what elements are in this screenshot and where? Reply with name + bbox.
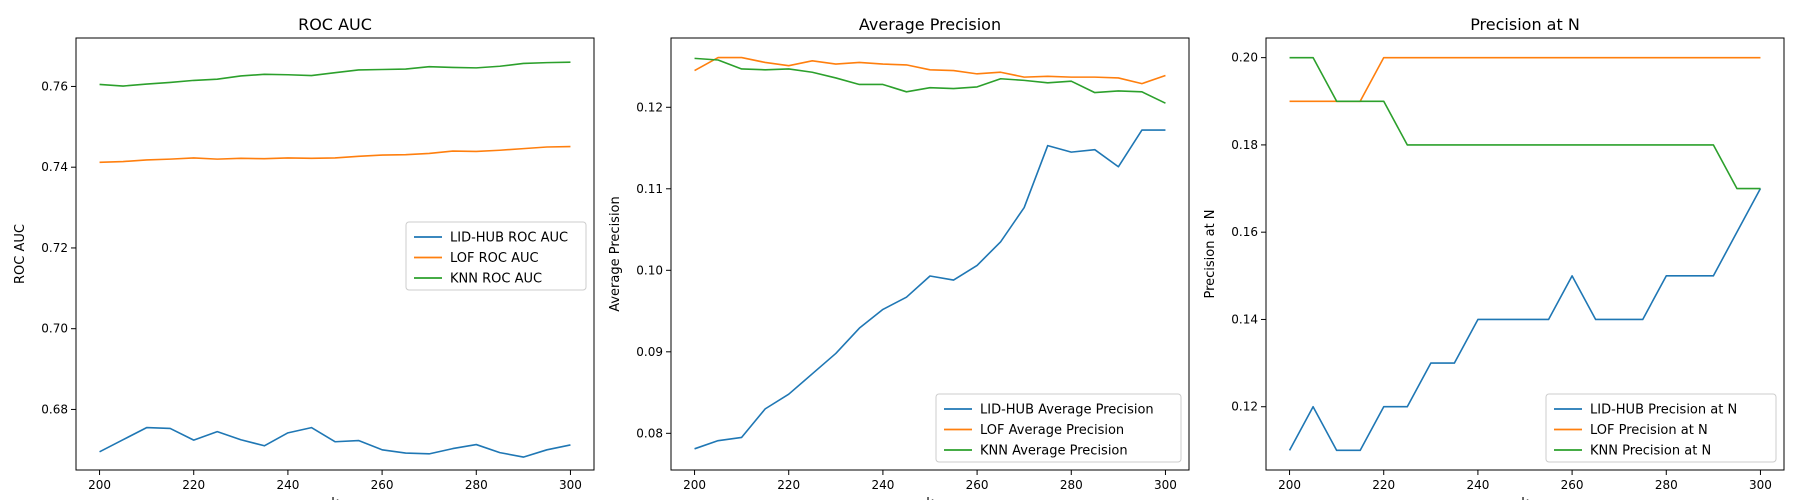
y-tick-label: 0.72 — [41, 241, 68, 255]
chart-title: Precision at N — [1470, 15, 1580, 34]
y-tick-label: 0.70 — [41, 322, 68, 336]
y-tick-label: 0.14 — [1231, 312, 1258, 326]
legend-label: KNN Precision at N — [1590, 444, 1711, 459]
x-axis-label: k — [926, 496, 934, 500]
legend-label: LID-HUB ROC AUC — [450, 231, 568, 246]
legend: LID-HUB Precision at N LOF Precision at N… — [1545, 393, 1777, 463]
series-line-1 — [694, 129, 1166, 450]
x-tick-label: 200 — [1278, 478, 1301, 492]
x-axis-label: k — [1521, 496, 1529, 500]
x-tick-label: 280 — [1655, 478, 1678, 492]
x-tick-label: 280 — [465, 478, 488, 492]
x-tick-label: 260 — [966, 478, 989, 492]
y-tick-label: 0.76 — [41, 79, 68, 93]
series-line-2 — [1289, 56, 1761, 103]
legend-label: LID-HUB Precision at N — [1590, 403, 1737, 418]
x-tick-label: 220 — [1372, 478, 1395, 492]
series-line-2 — [694, 56, 1166, 85]
plot-frame — [670, 37, 1190, 471]
legend-label: LOF Average Precision — [980, 423, 1124, 438]
x-tick-label: 200 — [683, 478, 706, 492]
x-tick-label: 240 — [276, 478, 299, 492]
x-tick-label: 260 — [371, 478, 394, 492]
y-tick-label: 0.09 — [636, 345, 663, 359]
y-axis-label: Precision at N — [1203, 209, 1218, 298]
x-tick-label: 260 — [1561, 478, 1584, 492]
legend-label: LOF ROC AUC — [450, 251, 539, 266]
plot-frame — [1265, 37, 1785, 471]
chart-panel-3: Precision at N 200 220 240 260 280 300 0.12 0.14… — [1203, 15, 1785, 500]
x-tick-label: 300 — [559, 478, 582, 492]
x-tick-label: 300 — [1749, 478, 1772, 492]
chart-panel-1: ROC AUC 200 220 240 260 280 300 0.68 0.70 0.72 0.7… — [13, 15, 595, 500]
y-tick-label: 0.16 — [1231, 225, 1258, 239]
legend-box — [935, 393, 1182, 463]
y-tick-label: 0.12 — [636, 100, 663, 114]
y-axis-label: ROC AUC — [13, 224, 28, 284]
series-line-3 — [694, 57, 1166, 104]
legend: LID-HUB ROC AUC LOF ROC AUC KNN ROC AUC — [405, 221, 587, 291]
y-axis-label: Average Precision — [608, 196, 623, 312]
legend-box — [1545, 393, 1777, 463]
x-tick-label: 240 — [1466, 478, 1489, 492]
legend-box — [405, 221, 587, 291]
y-tick-label: 0.18 — [1231, 138, 1258, 152]
plot-frame — [75, 37, 595, 471]
series-line-1 — [1288, 188, 1762, 452]
y-tick-label: 0.08 — [636, 426, 663, 440]
x-axis-label: k — [331, 496, 339, 500]
chart-title: ROC AUC — [298, 15, 372, 34]
y-tick-label: 0.20 — [1231, 51, 1258, 65]
y-tick-label: 0.68 — [41, 402, 68, 416]
legend-label: LOF Precision at N — [1590, 423, 1708, 438]
x-tick-label: 240 — [871, 478, 894, 492]
series-line-2 — [99, 145, 571, 164]
legend-label: LID-HUB Average Precision — [980, 403, 1154, 418]
y-tick-label: 0.11 — [636, 182, 663, 196]
chart-panel-2: Average Precision 200 220 240 260 280 300 0.08 0… — [608, 15, 1190, 500]
x-tick-label: 220 — [777, 478, 800, 492]
y-tick-label: 0.12 — [1231, 400, 1258, 414]
x-tick-label: 300 — [1154, 478, 1177, 492]
legend: LID-HUB Average Precision LOF Average Pre… — [935, 393, 1182, 463]
y-tick-label: 0.74 — [41, 160, 68, 174]
y-tick-label: 0.10 — [636, 263, 663, 277]
legend-label: KNN Average Precision — [980, 444, 1128, 459]
x-tick-label: 200 — [88, 478, 111, 492]
x-tick-label: 220 — [182, 478, 205, 492]
series-line-1 — [99, 426, 571, 458]
series-line-3 — [99, 61, 571, 87]
series-line-3 — [1289, 56, 1761, 190]
x-tick-label: 280 — [1060, 478, 1083, 492]
legend-label: KNN ROC AUC — [450, 272, 542, 287]
chart-title: Average Precision — [859, 15, 1001, 34]
